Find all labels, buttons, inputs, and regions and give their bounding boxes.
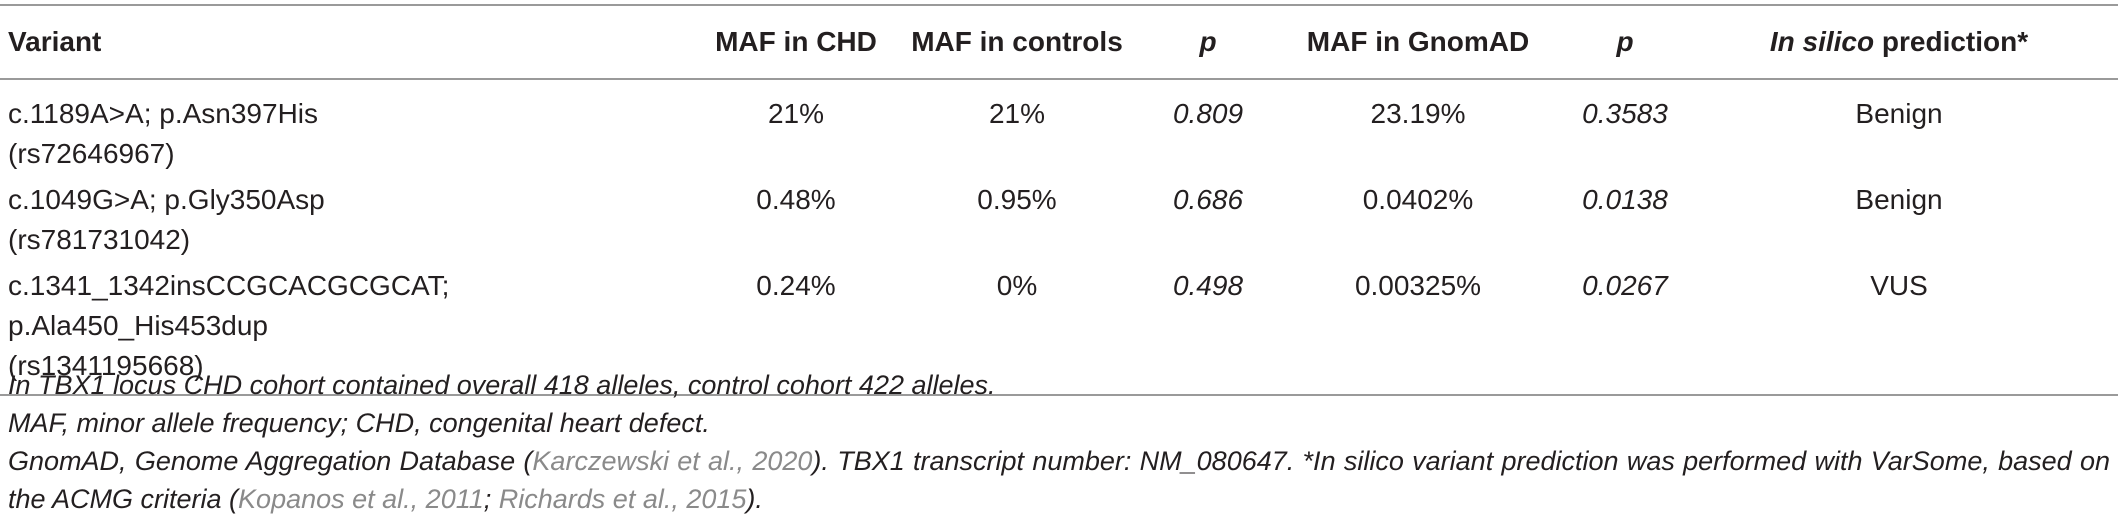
cell-maf-gnomad: 0.0402% xyxy=(1362,184,1474,215)
variant-rsid: (rs1341195668) xyxy=(8,350,204,381)
header-prediction-rest: prediction* xyxy=(1874,26,2029,57)
footnote-abbreviations: MAF, minor allele frequency; CHD, congen… xyxy=(8,408,710,438)
footnote-text: ). xyxy=(746,484,763,514)
table-header-row: Variant MAF in CHD MAF in controls p MAF… xyxy=(0,5,2118,79)
header-maf-chd: MAF in CHD xyxy=(715,26,877,57)
cell-prediction: Benign xyxy=(1855,98,1943,129)
header-in-silico-prediction: In silico prediction* xyxy=(1680,5,2118,79)
cell-p-value-2: 0.3583 xyxy=(1582,98,1668,129)
header-p-value-1: p xyxy=(1199,26,1217,57)
citation-link-kopanos[interactable]: Kopanos et al., 2011 xyxy=(238,484,484,514)
cell-maf-chd: 0.24% xyxy=(756,270,836,301)
table-row: c.1049G>A; p.Gly350Asp (rs781731042) 0.4… xyxy=(0,180,2118,266)
cell-p-value-1: 0.809 xyxy=(1172,98,1244,129)
cell-variant: c.1341_1342insCCGCACGCGCAT; p.Ala450_His… xyxy=(0,266,708,395)
cell-p-value-1: 0.498 xyxy=(1172,270,1244,301)
footnote-text: GnomAD, Genome Aggregation Database ( xyxy=(8,446,533,476)
cell-p-value-2: 0.0267 xyxy=(1582,270,1668,301)
cell-variant: c.1189A>A; p.Asn397His (rs72646967) xyxy=(0,79,708,180)
table-row: c.1189A>A; p.Asn397His (rs72646967) 21% … xyxy=(0,79,2118,180)
cell-maf-controls: 0.95% xyxy=(977,184,1057,215)
cell-prediction: VUS xyxy=(1870,270,1928,301)
header-p-value-2: p xyxy=(1616,26,1634,57)
cell-maf-chd: 21% xyxy=(767,98,825,129)
cell-maf-gnomad: 0.00325% xyxy=(1354,270,1482,301)
citation-link-karczewski[interactable]: Karczewski et al., 2020 xyxy=(532,446,813,476)
variant-hgvs: c.1189A>A; p.Asn397His xyxy=(8,98,319,129)
header-in-silico-italic: In silico xyxy=(1769,26,1875,57)
citation-link-richards[interactable]: Richards et al., 2015 xyxy=(498,484,747,514)
variant-table: Variant MAF in CHD MAF in controls p MAF… xyxy=(0,4,2118,396)
variant-hgvs: c.1341_1342insCCGCACGCGCAT; p.Ala450_His… xyxy=(8,270,450,341)
footnote-allele-counts: In TBX1 locus CHD cohort contained overa… xyxy=(8,370,996,400)
cell-p-value-2: 0.0138 xyxy=(1582,184,1668,215)
table-footnotes: In TBX1 locus CHD cohort contained overa… xyxy=(8,366,2110,518)
cell-maf-gnomad: 23.19% xyxy=(1370,98,1466,129)
cell-p-value-1: 0.686 xyxy=(1172,184,1244,215)
header-maf-gnomad: MAF in GnomAD xyxy=(1306,26,1530,57)
header-maf-controls: MAF in controls xyxy=(911,26,1123,57)
variant-rsid: (rs781731042) xyxy=(8,224,191,255)
table-row: c.1341_1342insCCGCACGCGCAT; p.Ala450_His… xyxy=(0,266,2118,395)
variant-hgvs: c.1049G>A; p.Gly350Asp xyxy=(8,184,325,215)
cell-maf-chd: 0.48% xyxy=(756,184,836,215)
cell-maf-controls: 21% xyxy=(988,98,1046,129)
footnote-gnomad-varsome: GnomAD, Genome Aggregation Database (Kar… xyxy=(8,442,2110,518)
header-variant: Variant xyxy=(8,26,102,57)
variant-rsid: (rs72646967) xyxy=(8,138,175,169)
footnote-text: ; xyxy=(483,484,499,514)
cell-variant: c.1049G>A; p.Gly350Asp (rs781731042) xyxy=(0,180,708,266)
footnote-text: ). TBX1 transcript number: NM_080647. *I… xyxy=(8,446,2111,514)
cell-prediction: Benign xyxy=(1855,184,1943,215)
cell-maf-controls: 0% xyxy=(996,270,1038,301)
